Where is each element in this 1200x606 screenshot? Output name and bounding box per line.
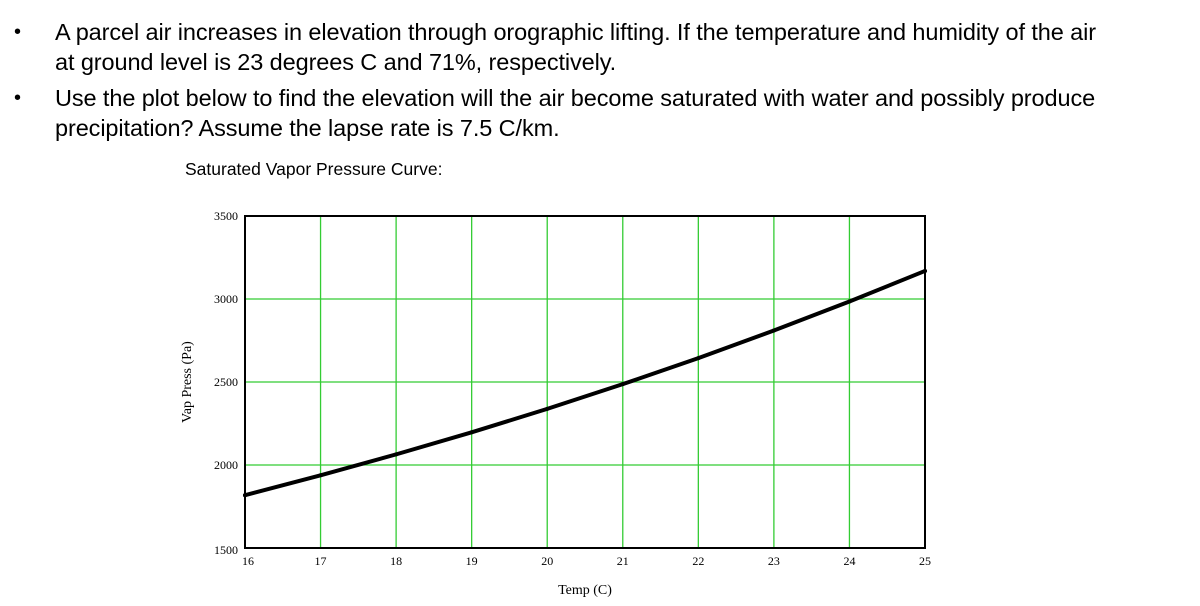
x-tick-label: 17 <box>315 554 327 568</box>
x-tick-label: 20 <box>541 554 553 568</box>
bullet-text: Use the plot below to find the elevation… <box>55 83 1180 143</box>
vapor-pressure-line <box>243 268 927 498</box>
x-tick-label: 18 <box>390 554 402 568</box>
data-point <box>771 328 776 333</box>
y-tick-label: 2500 <box>214 375 238 389</box>
y-tick-label: 3000 <box>214 292 238 306</box>
data-point <box>318 473 323 478</box>
x-tick-label: 16 <box>242 554 254 568</box>
data-point <box>469 430 474 435</box>
bullet-marker: • <box>14 87 22 109</box>
x-tick-label: 25 <box>919 554 931 568</box>
tick-labels: 16 17 18 19 20 21 22 23 24 25 1500 2000 2500 3000 3500 <box>214 209 931 568</box>
data-point <box>847 299 852 304</box>
data-point <box>620 382 625 387</box>
x-tick-label: 21 <box>617 554 629 568</box>
x-tick-label: 24 <box>843 554 855 568</box>
plot-frame <box>244 215 926 549</box>
y-tick-label: 1500 <box>214 543 238 557</box>
bullet-marker: • <box>14 21 22 43</box>
data-point <box>696 356 701 361</box>
bullet-line: A parcel air increases in elevation thro… <box>55 19 1096 45</box>
x-tick-label: 23 <box>768 554 780 568</box>
y-axis-label: Vap Press (Pa) <box>180 341 195 423</box>
bullet-line: precipitation? Assume the lapse rate is … <box>55 115 560 141</box>
bullet-line: Use the plot below to find the elevation… <box>55 85 1096 111</box>
data-point <box>545 406 550 411</box>
chart-title: Saturated Vapor Pressure Curve: <box>185 159 443 179</box>
x-axis-label: Temp (C) <box>558 583 612 598</box>
bullet-line: at ground level is 23 degrees C and 71%,… <box>55 49 617 75</box>
y-tick-label: 3500 <box>214 209 238 223</box>
x-tick-label: 19 <box>466 554 478 568</box>
data-point <box>394 452 399 457</box>
bullet-text: A parcel air increases in elevation thro… <box>55 17 1180 77</box>
x-tick-label: 22 <box>692 554 704 568</box>
y-tick-label: 2000 <box>214 458 238 472</box>
